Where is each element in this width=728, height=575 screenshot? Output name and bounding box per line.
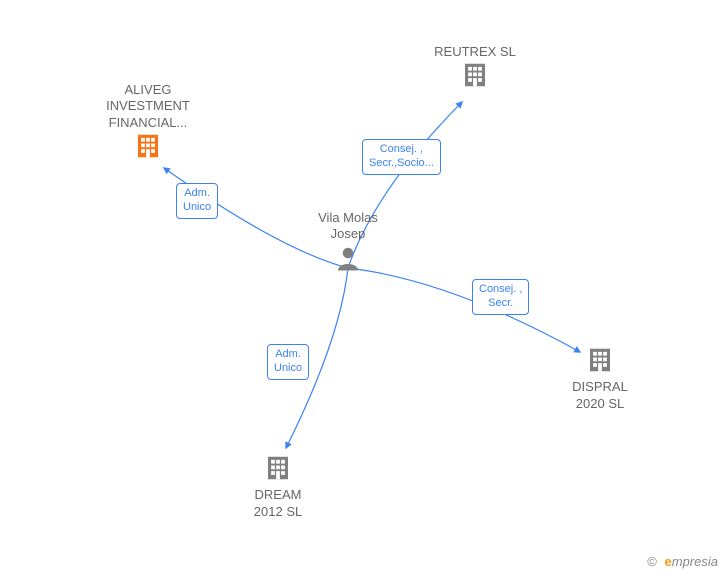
- edge-line: [348, 268, 580, 352]
- node-label: DISPRAL 2020 SL: [540, 379, 660, 412]
- node-label: REUTREX SL: [415, 44, 535, 60]
- person-icon: [333, 243, 363, 273]
- person-icon-wrap: [288, 243, 408, 277]
- company-node[interactable]: ALIVEG INVESTMENT FINANCIAL...: [88, 82, 208, 165]
- building-icon-wrap: [415, 60, 535, 94]
- center-node[interactable]: Vila Molas Josep: [288, 210, 408, 277]
- edge-label[interactable]: Adm. Unico: [176, 183, 218, 219]
- company-node[interactable]: DREAM 2012 SL: [218, 453, 338, 520]
- node-label: Vila Molas Josep: [288, 210, 408, 243]
- building-icon: [133, 131, 163, 161]
- brand-first-letter: e: [665, 554, 672, 569]
- building-icon-wrap: [540, 345, 660, 379]
- copyright-symbol: ©: [647, 554, 657, 569]
- building-icon: [585, 345, 615, 375]
- node-label: DREAM 2012 SL: [218, 487, 338, 520]
- building-icon-wrap: [218, 453, 338, 487]
- building-icon: [263, 453, 293, 483]
- edge-label[interactable]: Adm. Unico: [267, 344, 309, 380]
- watermark: © empresia: [647, 554, 718, 569]
- edge-label[interactable]: Consej. , Secr.,Socio...: [362, 139, 441, 175]
- building-icon-wrap: [88, 131, 208, 165]
- node-label: ALIVEG INVESTMENT FINANCIAL...: [88, 82, 208, 131]
- company-node[interactable]: REUTREX SL: [415, 44, 535, 95]
- company-node[interactable]: DISPRAL 2020 SL: [540, 345, 660, 412]
- brand-rest: mpresia: [672, 554, 718, 569]
- building-icon: [460, 60, 490, 90]
- diagram-canvas: Vila Molas Josep ALIVEG INVESTMENT FINAN…: [0, 0, 728, 575]
- edge-label[interactable]: Consej. , Secr.: [472, 279, 529, 315]
